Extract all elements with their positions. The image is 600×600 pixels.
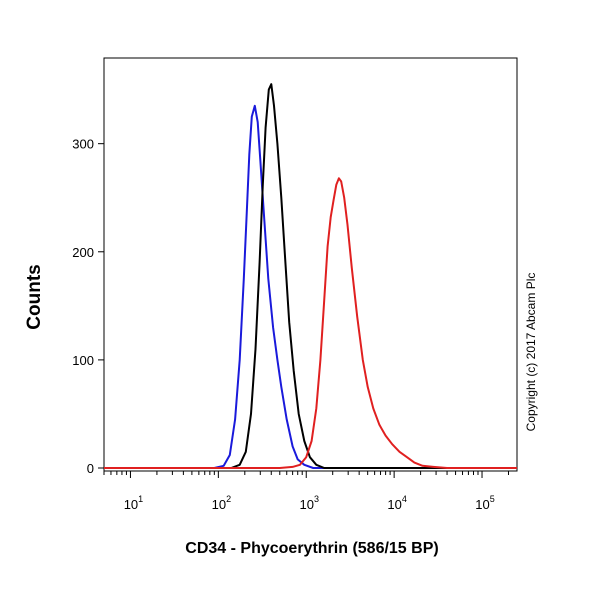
x-tick-label: 104	[387, 494, 406, 512]
series-layer	[104, 83, 517, 469]
x-tick-base: 10	[387, 497, 401, 512]
x-tick-exponent: 2	[226, 494, 231, 504]
x-tick-label: 103	[299, 494, 318, 512]
y-tick-label: 200	[72, 245, 94, 260]
x-tick-label: 102	[212, 494, 231, 512]
x-tick-exponent: 3	[314, 494, 319, 504]
x-tick-label: 105	[475, 494, 494, 512]
histogram-series-2	[104, 83, 517, 469]
y-tick-label: 300	[72, 137, 94, 152]
x-tick-exponent: 1	[138, 494, 143, 504]
x-axis-title: CD34 - Phycoerythrin (586/15 BP)	[185, 540, 438, 557]
histogram-series-3	[104, 177, 517, 469]
plot-frame	[103, 57, 518, 472]
y-tick-label: 100	[72, 353, 94, 368]
x-tick-base: 10	[212, 497, 226, 512]
x-tick-base: 10	[299, 497, 313, 512]
x-tick-exponent: 4	[402, 494, 407, 504]
y-axis: 0 100 200 300	[72, 137, 104, 476]
histogram-series-1	[104, 104, 517, 469]
x-tick-base: 10	[124, 497, 138, 512]
y-tick-label: 0	[87, 461, 94, 476]
x-tick-label: 101	[124, 494, 143, 512]
x-axis: 101 102 103 104 105	[103, 471, 509, 512]
x-tick-base: 10	[475, 497, 489, 512]
copyright-annotation: Copyright (c) 2017 Abcam Plc	[524, 273, 538, 432]
x-tick-exponent: 5	[490, 494, 495, 504]
y-axis-title: Counts	[24, 264, 45, 329]
